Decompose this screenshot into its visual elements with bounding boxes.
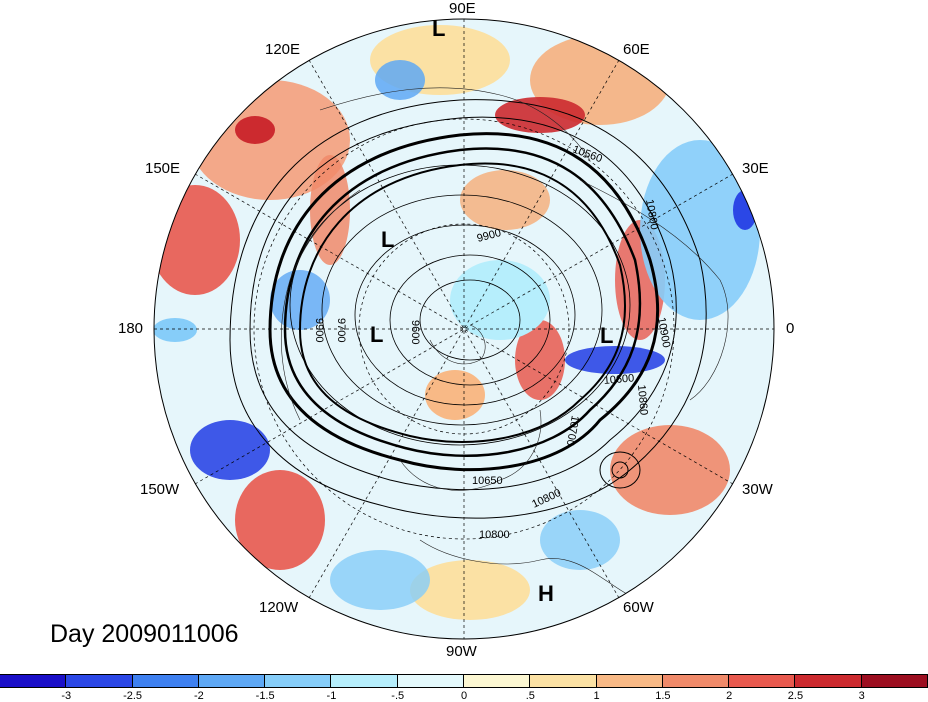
colorbar-cell: [463, 675, 531, 687]
colorbar-cell: [596, 675, 663, 687]
colorbar-cell: [331, 675, 398, 687]
map-boundary: [153, 18, 775, 640]
longitude-label-60e: 60E: [623, 41, 650, 58]
low-pressure-marker: L: [370, 322, 383, 347]
contour-label: 9700: [335, 318, 347, 342]
colorbar-tick-label: -1.5: [255, 690, 275, 702]
graticule: [154, 19, 774, 639]
colorbar: [0, 674, 928, 688]
colorbar-tick-label: 1.5: [655, 690, 671, 702]
colorbar-tick-label: -3: [61, 690, 72, 702]
colorbar-tick-label: 3: [858, 690, 865, 702]
colorbar-cell: [861, 675, 928, 687]
colorbar-cell: [795, 675, 862, 687]
longitude-label-90e: 90E: [449, 0, 476, 17]
longitude-label-120e: 120E: [265, 41, 301, 58]
colorbar-tick-label: -2.5: [123, 690, 143, 702]
contour-label: 9900: [313, 318, 325, 342]
colorbar-tick-label: 2: [726, 690, 733, 702]
contour-label: 10800: [479, 529, 510, 541]
contour-label: 10700: [564, 414, 581, 446]
contour-label: 10860: [635, 384, 650, 416]
low-pressure-marker: L: [432, 16, 445, 41]
colorbar-cell: [530, 675, 597, 687]
longitude-label-0: 0: [786, 320, 795, 337]
colorbar-tick-label: -.5: [391, 690, 405, 702]
height-contours: [229, 99, 707, 519]
longitude-label-30e: 30E: [742, 160, 769, 177]
contour-label: 10900: [655, 316, 672, 348]
colorbar-tick-label: 2.5: [787, 690, 804, 702]
colorbar-cell: [397, 675, 464, 687]
contour-label: 10800: [643, 198, 660, 230]
colorbar-cell: [0, 675, 67, 687]
colorbar-tick-label: 1: [593, 690, 600, 702]
longitude-label-150w: 150W: [140, 481, 180, 498]
coastlines: [280, 87, 729, 601]
longitude-label-180: 180: [118, 320, 144, 337]
longitude-label-90w: 90W: [446, 643, 477, 660]
day-title: Day 2009011006: [50, 620, 239, 648]
longitude-label-150e: 150E: [145, 160, 181, 177]
contour-label: 10600: [603, 372, 635, 387]
colorbar-tick-label: .5: [525, 690, 535, 702]
colorbar-tick-label: 0: [460, 690, 468, 702]
colorbar-cell: [132, 675, 199, 687]
low-pressure-marker: L: [381, 227, 394, 252]
colorbar-cell: [198, 675, 266, 687]
longitude-label-60w: 60W: [623, 599, 654, 616]
low-pressure-marker: L: [600, 323, 613, 348]
colorbar-tick-label: -1: [326, 690, 337, 702]
colorbar-cell: [729, 675, 796, 687]
high-pressure-marker: H: [538, 581, 554, 606]
longitude-label-120w: 120W: [259, 599, 299, 616]
anomaly-field: [154, 25, 760, 620]
contour-label: 9600: [409, 320, 421, 344]
colorbar-cell: [66, 675, 133, 687]
colorbar-cell: [662, 675, 730, 687]
polar-map: L L L L H 10560 10800 9900 9700 9900 960…: [153, 16, 775, 640]
contour-label: 10650: [472, 475, 503, 487]
colorbar-cell: [265, 675, 332, 687]
longitude-label-30w: 30W: [742, 481, 773, 498]
colorbar-tick-label: -2: [193, 690, 204, 702]
